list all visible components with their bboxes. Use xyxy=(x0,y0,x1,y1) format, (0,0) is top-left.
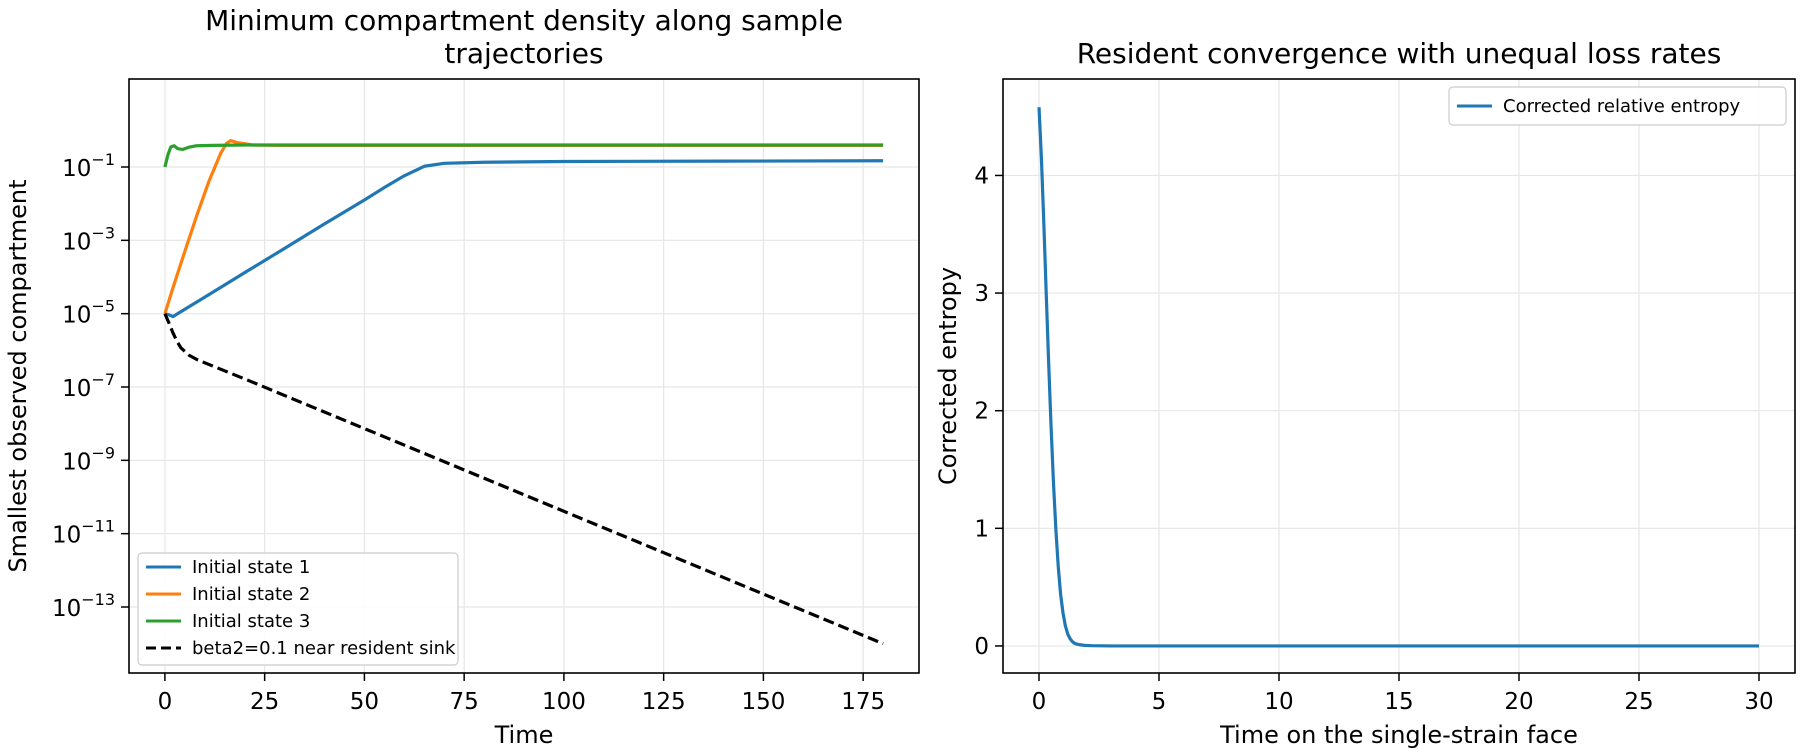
right-chart-legend: Corrected relative entropy xyxy=(1448,86,1787,126)
left-chart-y-tick-label: 10−9 xyxy=(62,443,115,475)
right-chart-y-tick-label: 2 xyxy=(974,399,989,425)
legend-label-initial-state-3: Initial state 3 xyxy=(192,611,310,632)
left-chart-series xyxy=(163,139,884,646)
right-chart-x-tick-label: 20 xyxy=(1504,689,1533,715)
left-chart-y-tick-exponent: −5 xyxy=(91,297,115,316)
left-chart-y-tick-base: 10 xyxy=(62,449,91,475)
right-chart-x-tick-label: 30 xyxy=(1744,689,1773,715)
left-chart-y-tick-exponent: −9 xyxy=(91,443,115,462)
left-chart-title-line-2: trajectories xyxy=(444,37,603,70)
left-chart-y-tick-label: 10−7 xyxy=(62,370,115,402)
right-chart-series xyxy=(1037,107,1759,648)
right-chart-x-ticks: 0 5 10 15 20 25 30 xyxy=(1032,673,1774,715)
legend-label-initial-state-1: Initial state 1 xyxy=(192,557,310,578)
left-chart-y-tick-label: 10−5 xyxy=(62,297,115,329)
legend-label-corrected-relative-entropy: Corrected relative entropy xyxy=(1503,96,1741,117)
right-chart-x-axis-label: Time on the single-strain face xyxy=(1219,721,1578,749)
right-chart-y-ticks: 0 1 2 3 4 xyxy=(974,163,1003,660)
legend-label-initial-state-2: Initial state 2 xyxy=(192,584,310,605)
left-chart-series-line-3 xyxy=(163,143,884,168)
right-chart-grid xyxy=(1003,79,1795,673)
left-chart-x-tick-label: 150 xyxy=(741,689,785,715)
left-chart-y-tick-exponent: −11 xyxy=(81,517,115,536)
left-chart-y-tick-base: 10 xyxy=(62,156,91,182)
right-chart: Resident convergence with unequal loss r… xyxy=(934,37,1796,749)
left-chart-series-line-4 xyxy=(163,313,884,646)
left-chart-y-tick-label: 10−11 xyxy=(52,517,115,549)
left-chart-y-tick-base: 10 xyxy=(52,596,81,622)
right-chart-legend-box xyxy=(1448,86,1787,126)
left-chart-y-tick-label: 10−3 xyxy=(62,223,115,255)
left-chart-legend-box xyxy=(137,552,459,666)
left-chart-y-tick-base: 10 xyxy=(62,303,91,329)
left-chart-y-tick-exponent: −7 xyxy=(91,370,115,389)
left-chart-x-ticks: 0 25 50 75 100 125 150 175 xyxy=(158,673,885,715)
right-chart-y-tick-label: 4 xyxy=(974,163,989,189)
left-chart-x-tick-label: 125 xyxy=(642,689,686,715)
right-chart-x-tick-label: 15 xyxy=(1384,689,1413,715)
left-chart-y-tick-base: 10 xyxy=(62,376,91,402)
right-chart-series-line-1 xyxy=(1037,107,1759,648)
left-chart-grid xyxy=(129,79,919,673)
left-chart-series-line-1 xyxy=(164,159,884,319)
left-chart-y-tick-exponent: −13 xyxy=(81,590,115,609)
left-chart-x-tick-label: 75 xyxy=(450,689,479,715)
right-chart-x-tick-label: 25 xyxy=(1624,689,1653,715)
right-chart-x-tick-label: 0 xyxy=(1032,689,1047,715)
right-chart-y-axis-label: Corrected entropy xyxy=(934,267,962,485)
left-chart-y-tick-base: 10 xyxy=(62,229,91,255)
right-chart-title: Resident convergence with unequal loss r… xyxy=(1077,37,1722,70)
left-chart-x-tick-label: 50 xyxy=(350,689,379,715)
left-chart-x-tick-label: 25 xyxy=(250,689,279,715)
legend-label-beta2-near-resident-sink: beta2=0.1 near resident sink xyxy=(192,638,456,659)
right-chart-x-tick-label: 5 xyxy=(1152,689,1167,715)
left-chart-y-tick-exponent: −3 xyxy=(91,223,115,242)
right-chart-y-tick-label: 1 xyxy=(974,516,989,542)
left-chart-y-tick-label: 10−13 xyxy=(52,590,115,622)
left-chart-x-axis-label: Time xyxy=(494,721,554,749)
left-chart: Minimum compartment density along sample… xyxy=(4,4,920,749)
left-chart-title-line-1: Minimum compartment density along sample xyxy=(205,4,843,37)
left-chart-x-tick-label: 175 xyxy=(841,689,885,715)
left-chart-y-tick-base: 10 xyxy=(52,523,81,549)
left-chart-x-tick-label: 100 xyxy=(542,689,586,715)
left-chart-legend: Initial state 1 Initial state 2 Initial … xyxy=(137,552,459,666)
left-chart-y-tick-label: 10−1 xyxy=(62,150,115,182)
left-chart-plot-frame xyxy=(128,78,920,674)
left-chart-y-axis-label: Smallest observed compartment xyxy=(4,179,32,572)
left-chart-y-tick-exponent: −1 xyxy=(91,150,115,169)
right-chart-y-tick-label: 0 xyxy=(974,634,989,660)
right-chart-y-tick-label: 3 xyxy=(974,281,989,307)
left-chart-x-tick-label: 0 xyxy=(158,689,173,715)
right-chart-x-tick-label: 10 xyxy=(1264,689,1293,715)
